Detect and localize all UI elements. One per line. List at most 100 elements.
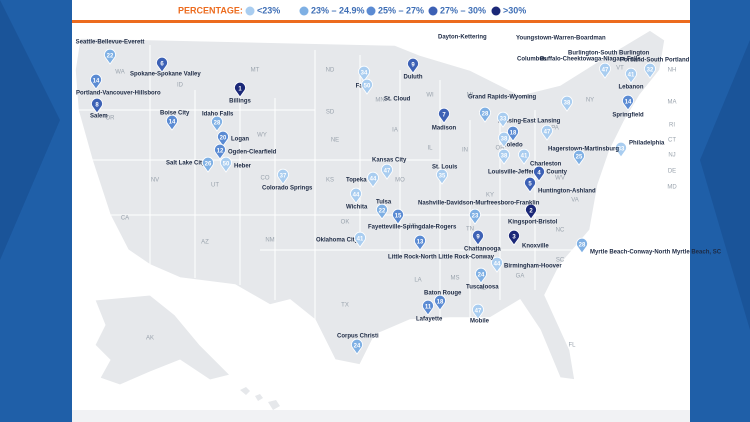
marker-rank: 38 [501,154,508,160]
marker-rank: 8 [95,103,99,109]
city-label: Columbus [517,57,547,63]
marker-rank: 9 [476,235,480,241]
marker-pin [277,168,289,185]
marker-pin [472,229,484,246]
city-label: Seattle-Bellevue-Everett [76,40,145,46]
marker-rank: 50 [364,84,371,90]
legend-swatch [245,6,255,16]
city-label: Toledo [503,143,523,149]
state-label: MT [251,68,260,74]
footer-strip [72,410,690,422]
city-label: Duluth [404,75,423,81]
marker-rank: 14 [93,79,100,85]
state-label: WI [426,93,434,99]
city-label: Dayton-Kettering [438,35,487,41]
marker-pin [90,73,102,90]
legend-label: <23% [257,5,280,15]
state-label: WA [115,70,124,76]
marker-rank: 15 [395,214,402,220]
marker-rank: 33 [500,117,507,123]
marker-rank: 28 [579,243,586,249]
legend: <23% 23% – 24.9% 25% – 27% 27% – 30% >30% [245,5,526,16]
marker-pin [599,62,611,79]
city-label: Mobile [470,319,490,325]
marker-rank: 12 [217,149,224,155]
state-label: KY [486,193,494,199]
marker-pin [479,106,491,123]
marker-pin [407,57,419,74]
state-label: NV [151,178,159,184]
city-label: Billings [229,99,251,105]
divider [72,20,690,23]
city-label: Tuscaloosa [466,285,499,291]
city-label: Boise City [160,111,190,117]
city-label: Portland-South Portland [620,58,690,64]
state-label: ID [177,83,184,89]
contiguous-us [74,29,666,381]
marker-pin [367,171,379,188]
state-label: DE [668,169,676,175]
marker-pin [234,81,246,98]
state-label: TX [341,303,349,309]
state-label: OK [341,220,350,226]
city-label: Louisville-Jefferson County [488,170,568,176]
marker-pin [524,176,536,193]
legend-title: PERCENTAGE: [178,5,243,15]
marker-rank: 14 [625,100,632,106]
state-label: WY [257,133,267,139]
city-label: Baton Rouge [424,291,462,297]
marker-rank: 23 [472,214,479,220]
state-label: FL [568,343,576,349]
marker-pin [166,114,178,131]
marker-rank: 38 [564,101,571,107]
marker-pin [436,168,448,185]
legend-swatch [491,6,501,16]
state-label: TN [466,227,474,233]
city-label: St. Louis [432,165,458,171]
city-label: Spokane-Spokane Valley [130,72,201,78]
marker-pin [573,149,585,166]
city-label: Madison [432,126,457,132]
marker-pin [498,131,510,148]
marker-pin [104,48,116,65]
state-label: ND [326,68,335,74]
marker-rank: 25 [576,155,583,161]
state-label: VA [571,198,579,204]
state-label: KS [326,178,334,184]
city-label: Huntington-Ashland [538,189,596,195]
marker-rank: 44 [494,262,501,268]
legend-label: 25% – 27% [378,5,424,15]
state-label: CT [668,138,676,144]
city-label: Topeka [346,178,367,184]
state-label: PA [551,126,559,132]
city-label: Salt Lake City [166,161,206,167]
city-label: Little Rock-North Little Rock-Conway [388,255,495,261]
city-label: Knoxville [522,244,549,250]
state-label: MI [467,93,474,99]
marker-rank: 9 [411,63,415,69]
marker-pin [472,303,484,320]
marker-pin [414,234,426,251]
city-label: Lansing-East Lansing [498,119,561,125]
marker-rank: 22 [379,209,386,215]
state-label: RI [669,123,675,129]
alaska [94,294,231,386]
marker-rank: 37 [280,174,287,180]
state-label: MA [668,100,677,106]
state-labels: WA OR ID MT ND MN WI MI SD WY NE IA IL IN OH PA NY NV UT CO… [106,66,678,349]
marker-rank: 22 [107,54,114,60]
state-label: OR [106,116,116,122]
city-label: Kingsport-Bristol [508,220,558,226]
city-label: Corpus Christi [337,334,379,340]
marker-rank: 14 [169,120,176,126]
marker-pin [622,94,634,111]
city-label: Chattanooga [464,247,501,253]
marker-pin [561,95,573,112]
marker-rank: 5 [528,182,532,188]
marker-rank: 3 [512,235,516,241]
marker-pin [615,141,627,158]
marker-pin [351,338,363,355]
marker-pin [498,148,510,165]
marker-pin [438,107,450,124]
marker-rank: 35 [439,174,446,180]
